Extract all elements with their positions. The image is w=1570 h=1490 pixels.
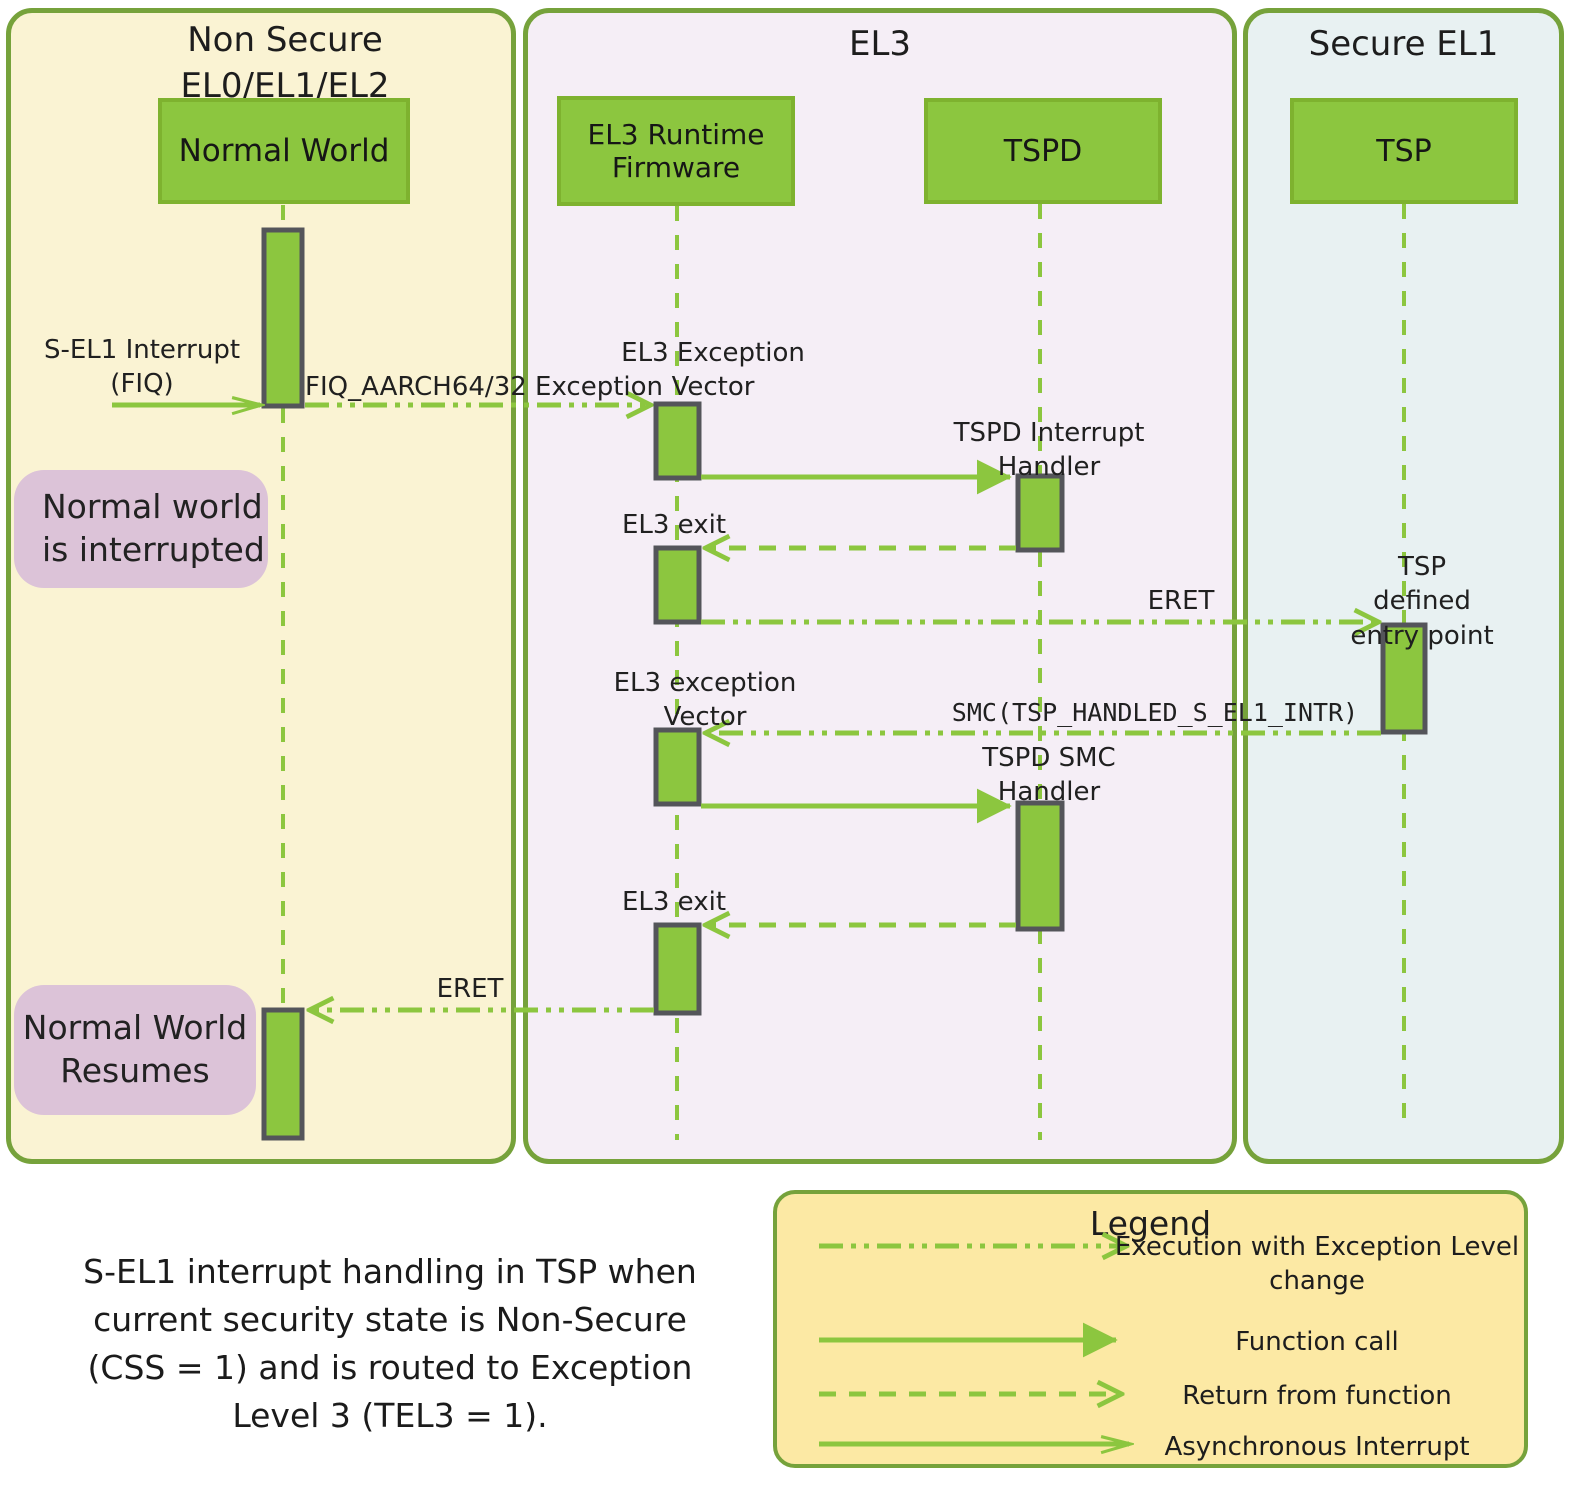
label-el3-exception-vector-1: EL3 Exception Vector (621, 338, 805, 403)
lane-title-el3: EL3 (848, 24, 912, 64)
legend-label-function-call: Function call (1235, 1327, 1399, 1357)
note-normal-world-resumes: Normal World Resumes (14, 985, 256, 1115)
note-normal-world-interrupted: Normal world is interrupted (14, 470, 268, 588)
actor-tspd: TSPD (924, 98, 1162, 204)
actor-tsp: TSP (1290, 98, 1518, 204)
label-eret-1: ERET (1147, 586, 1215, 616)
diagram-caption: S-EL1 interrupt handling in TSP when cur… (83, 1252, 697, 1435)
label-el3-exit-1: EL3 exit (621, 510, 727, 540)
label-smc-call: SMC(TSP_HANDLED_S_EL1_INTR) (951, 698, 1359, 727)
label-el3-exit-2: EL3 exit (621, 887, 727, 917)
legend-label-execution-el-change: Execution with Exception Level change (1114, 1232, 1520, 1297)
label-el3-exception-vector-2: EL3 exception Vector (613, 668, 797, 733)
legend-label-return-from-function: Return from function (1182, 1381, 1452, 1411)
legend-arrow-asynchronous-interrupt (819, 1422, 1151, 1466)
label-eret-2: ERET (436, 974, 504, 1004)
label-tspd-interrupt-handler: TSPD Interrupt Handler (953, 418, 1145, 483)
legend-arrow-return-from-function (819, 1372, 1151, 1416)
label-tspd-smc-handler: TSPD SMC Handler (982, 743, 1116, 808)
label-fiq-exception: FIQ_AARCH64/32 Exception (304, 372, 664, 402)
legend-label-asynchronous-interrupt: Asynchronous Interrupt (1164, 1432, 1470, 1462)
actor-normal-world: Normal World (158, 98, 410, 204)
lane-title-secure-el1: Secure EL1 (1308, 24, 1499, 64)
legend-panel: Legend Execution with Exception Level ch… (773, 1190, 1528, 1468)
actor-el3-runtime-firmware: EL3 Runtime Firmware (557, 96, 795, 206)
legend-arrow-function-call (819, 1322, 1118, 1358)
label-sel1-interrupt: S-EL1 Interrupt (FIQ) (43, 335, 241, 400)
lane-title-non-secure: Non Secure EL0/EL1/EL2 (180, 20, 390, 106)
label-tsp-entry-point: TSP defined entry point (1350, 552, 1494, 651)
legend-arrow-execution-el-change (819, 1224, 1151, 1268)
